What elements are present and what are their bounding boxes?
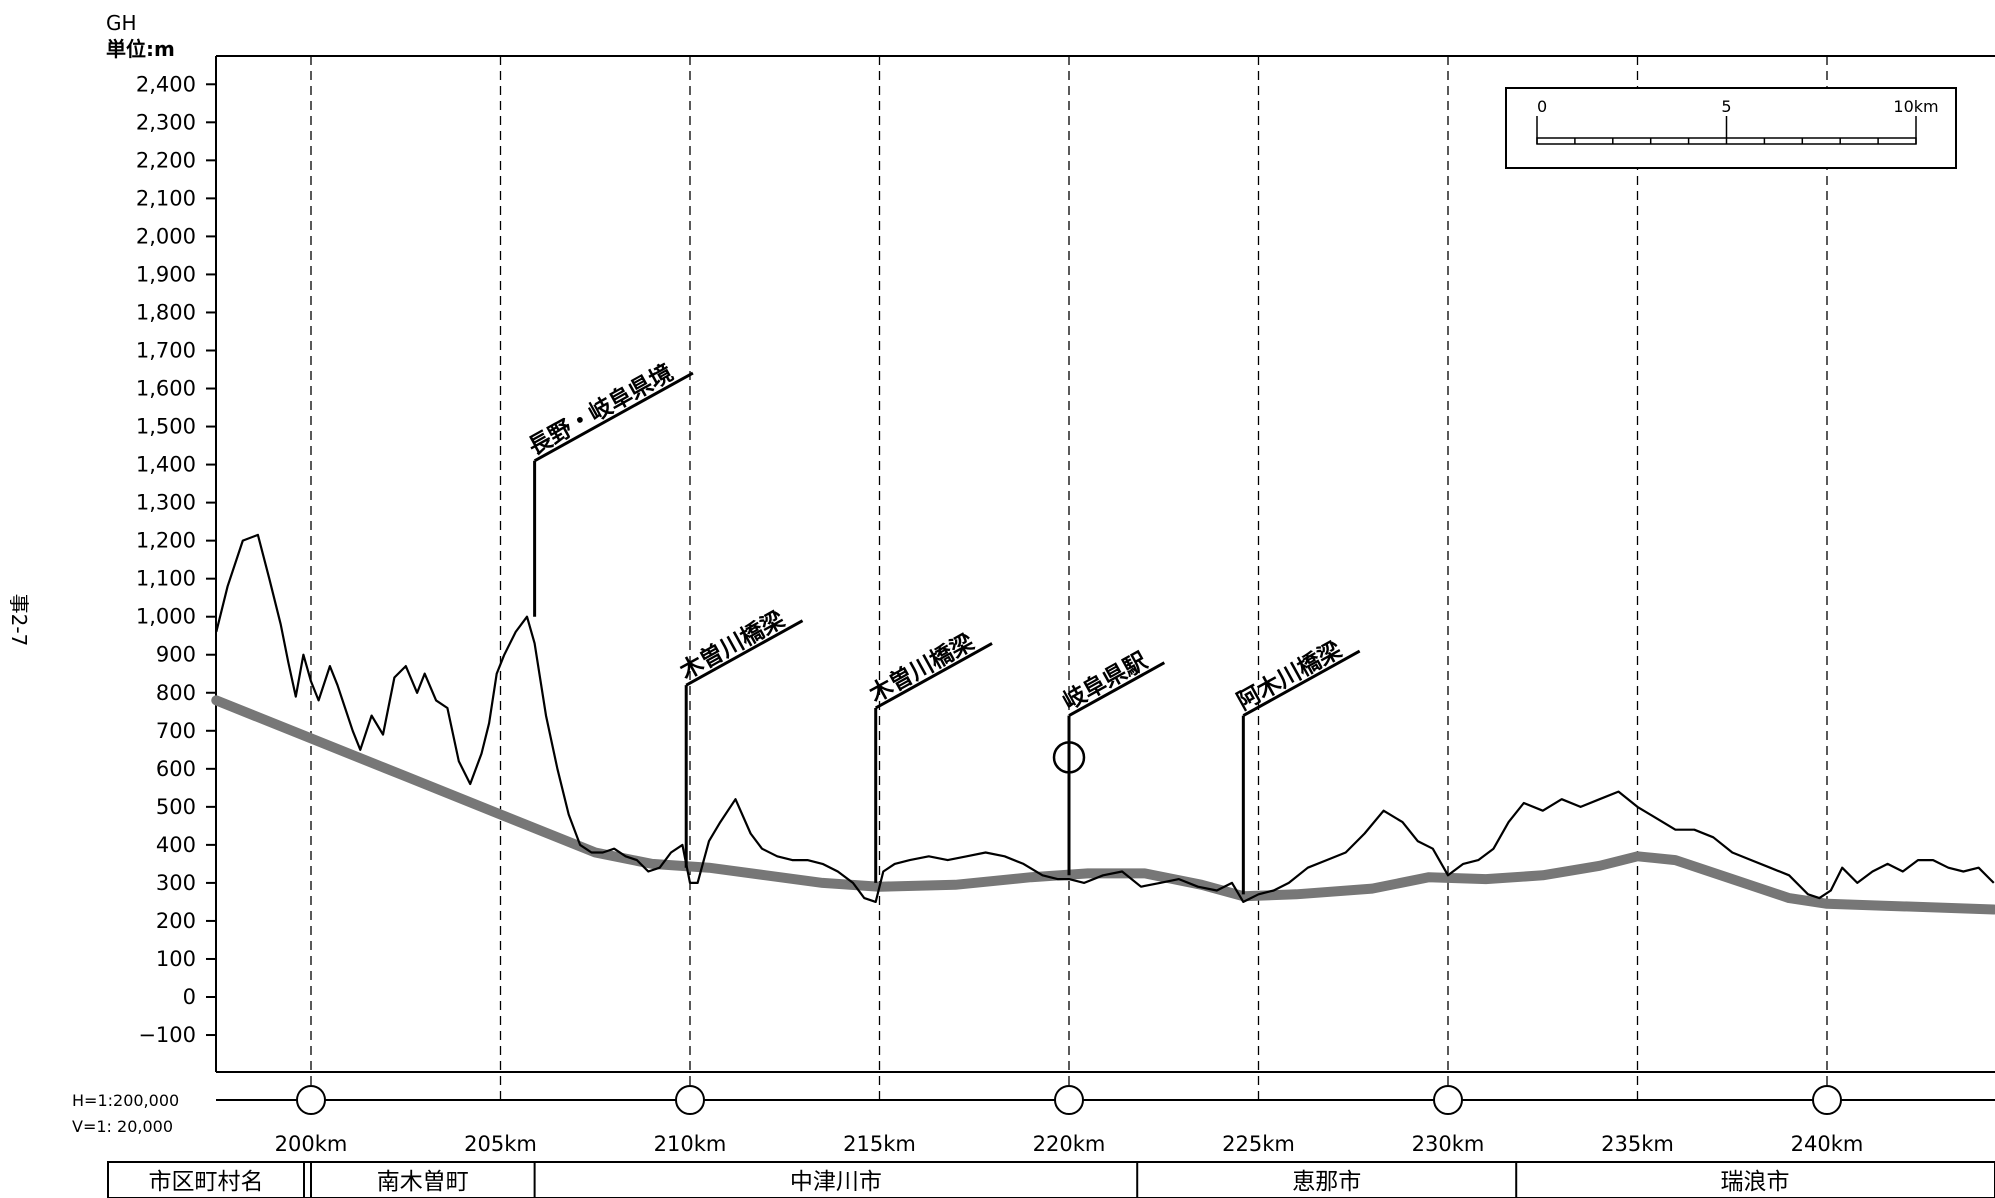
series-layer [211,533,1995,915]
y-tick-label: 2,300 [136,110,196,134]
annotation-underline [1068,661,1166,717]
y-tick-label: −100 [138,1023,196,1047]
municipality-table: 市区町村名 南木曽町 中津川市 恵那市 瑞浪市 [107,1161,1995,1198]
axis-marker-icon [675,1085,705,1115]
x-tick-label: 225km [1222,1132,1295,1156]
axis-strip: H=1:200,000 V=1: 20,000 200km 205km 210km 2… [72,1085,1995,1156]
y-tick-label: 200 [156,909,196,933]
municipality-header: 市区町村名 [149,1169,264,1195]
y-tick-label: 2,200 [136,148,196,172]
y-tick-label: 800 [156,681,196,705]
y-tick-label: 1,200 [136,529,196,553]
y-tick-label: 100 [156,947,196,971]
y-tick-label: 1,800 [136,300,196,324]
annotation-underline [533,371,694,463]
plot-frame [215,55,1995,1073]
axis-marker-icon [1812,1085,1842,1115]
scale-bar-label: 5 [1721,97,1731,116]
y-tick-label: 1,100 [136,567,196,591]
y-axis: 2,400 2,300 2,200 2,100 2,000 1,900 1,800 1,700… [136,72,216,1047]
series-route-profile [211,695,1995,915]
annotation-label: 木曽川橋梁 [674,606,789,686]
y-tick-label: 1,500 [136,415,196,439]
annotation-label: 長野・岐阜県境 [524,359,678,461]
y-tick-label: 1,600 [136,377,196,401]
y-tick-label: 2,100 [136,186,196,210]
y-axis-title: GH [106,11,137,35]
y-tick-label: 1,000 [136,605,196,629]
x-tick-label: 205km [464,1132,537,1156]
x-tick-label: 215km [843,1132,916,1156]
station-marker-icon [1052,741,1086,774]
municipality-name: 南木曽町 [377,1169,469,1195]
y-tick-label: 400 [156,833,196,857]
y-tick-label: 1,400 [136,453,196,477]
annotation-label: 木曽川橋梁 [864,629,979,709]
y-tick-label: 1,900 [136,262,196,286]
axis-marker-icon [296,1085,326,1115]
scale-v-label: V=1: 20,000 [72,1117,173,1136]
x-tick-label: 210km [654,1132,727,1156]
y-tick-label: 300 [156,871,196,895]
y-tick-label: 700 [156,719,196,743]
axis-marker-icon [1054,1085,1084,1115]
y-tick-label: 2,000 [136,224,196,248]
page-tag: 事2-7 [7,594,31,647]
y-tick-label: 500 [156,795,196,819]
y-tick-label: 2,400 [136,72,196,96]
series-ground-elevation [215,533,1995,904]
axis-marker-icon [1433,1085,1463,1115]
scale-bar-label: 10km [1893,97,1938,116]
y-tick-label: 1,300 [136,491,196,515]
municipality-name: 瑞浪市 [1720,1169,1789,1195]
scale-bar: 0 5 10km [1505,87,1957,169]
unit-label: 単位:m [106,37,175,61]
municipality-name: 恵那市 [1292,1169,1361,1195]
y-tick-label: 600 [156,757,196,781]
annotation-underline [1242,649,1361,717]
scale-h-label: H=1:200,000 [72,1091,179,1110]
x-tick-label: 240km [1791,1132,1864,1156]
annotation-underline [685,619,804,687]
y-tick-label: 900 [156,643,196,667]
x-tick-label: 200km [275,1132,348,1156]
y-tick-label: 0 [183,985,196,1009]
gridlines [310,56,1828,1100]
y-tick-label: 1,700 [136,338,196,362]
annotation-underline [874,642,993,710]
annotation-label: 岐阜県駅 [1058,647,1152,715]
municipality-name: 中津川市 [790,1169,882,1195]
x-tick-label: 235km [1601,1132,1674,1156]
annotation-label: 阿木川橋梁 [1233,637,1346,715]
scale-bar-label: 0 [1537,97,1547,116]
x-tick-label: 220km [1033,1132,1106,1156]
x-tick-label: 230km [1412,1132,1485,1156]
